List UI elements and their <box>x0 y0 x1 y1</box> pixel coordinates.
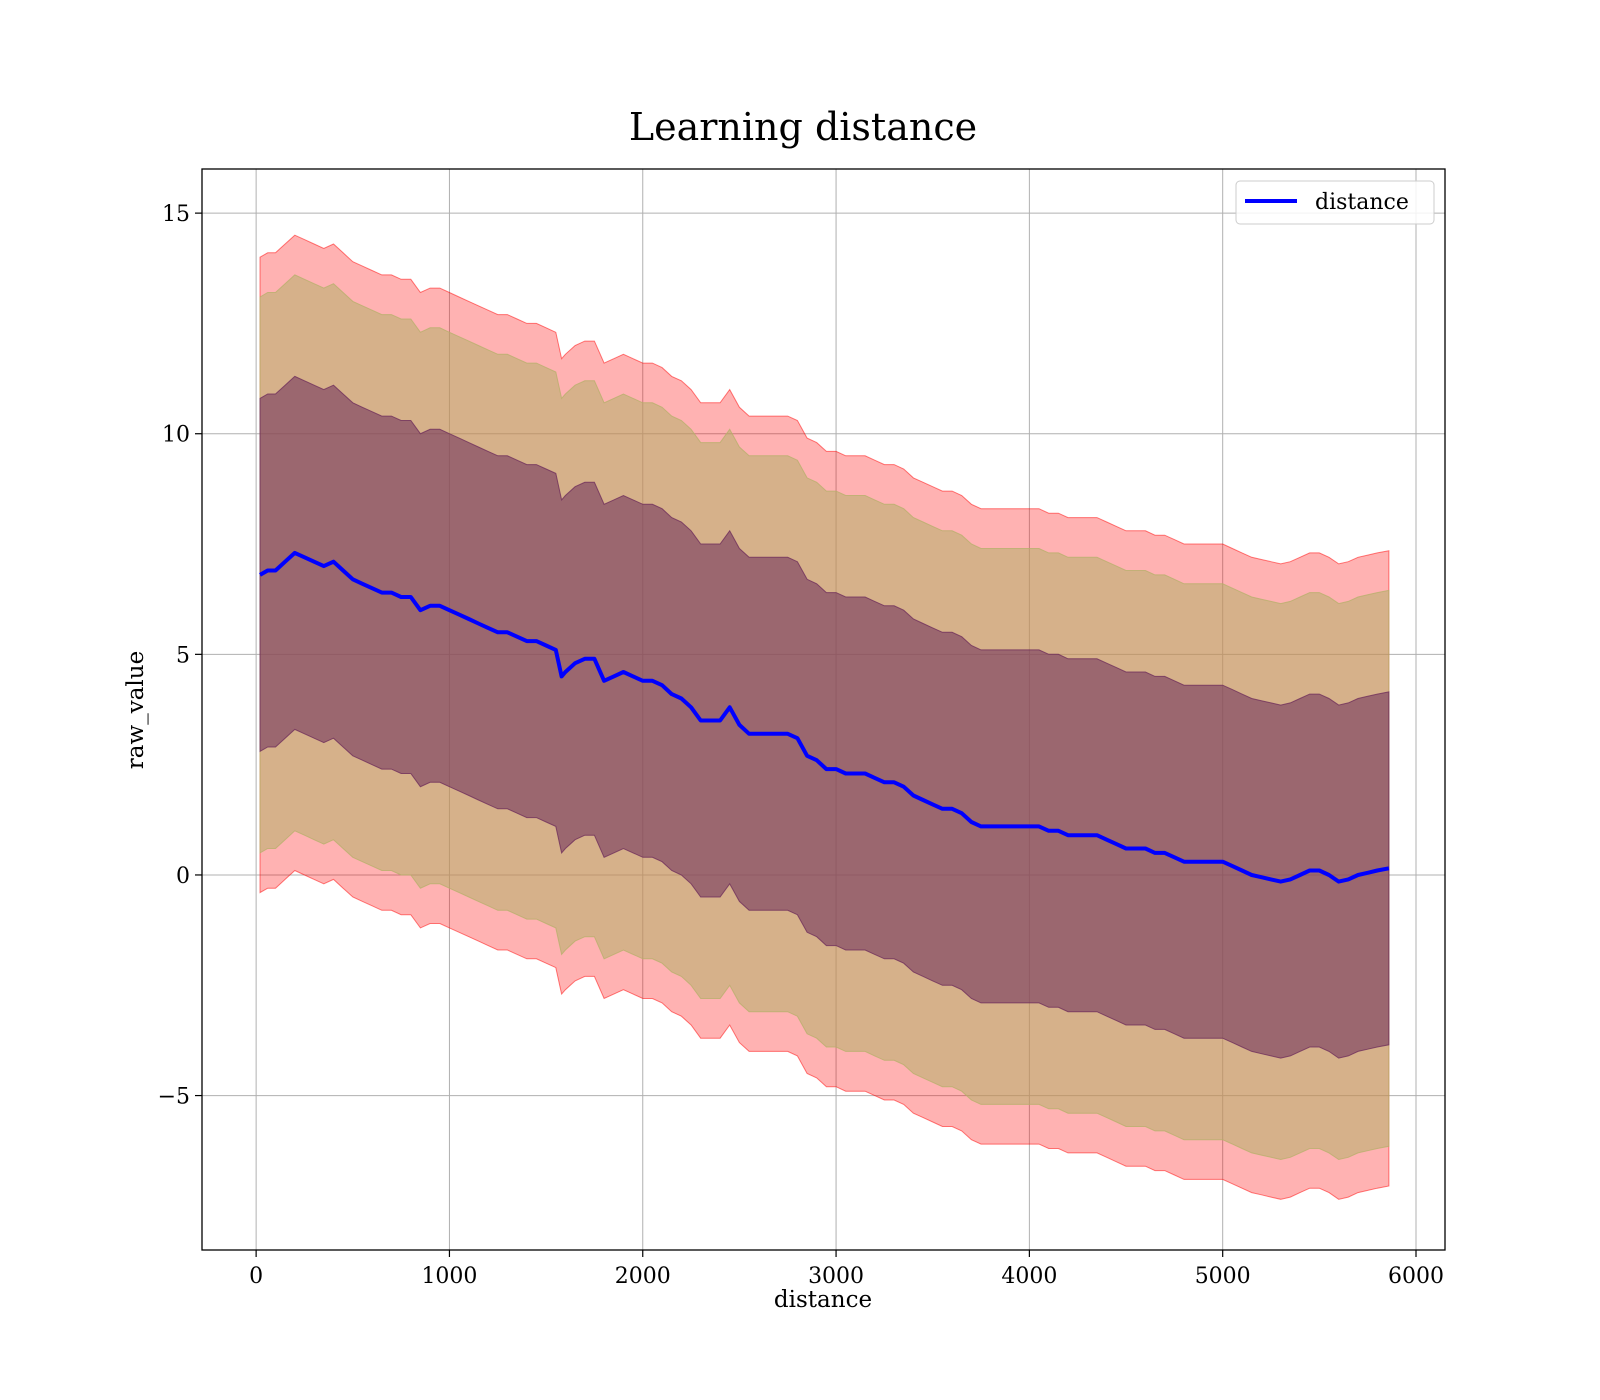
y-axis-ticks: −5 0 5 10 15 <box>158 202 202 1110</box>
y-tick-label: 0 <box>176 864 190 889</box>
legend-label-distance: distance <box>1315 190 1409 215</box>
y-tick-label: 10 <box>162 423 190 448</box>
x-tick-label: 0 <box>249 1264 263 1289</box>
legend: distance <box>1235 180 1435 225</box>
x-tick-label: 2000 <box>615 1264 671 1289</box>
series-line-distance <box>259 550 1390 884</box>
x-axis-ticks: 0 1000 2000 3000 4000 5000 6000 <box>249 1250 1444 1289</box>
series-lines <box>259 550 1390 884</box>
chart-title: Learning distance <box>629 105 977 149</box>
x-tick-label: 4000 <box>1001 1264 1057 1289</box>
y-tick-label: −5 <box>158 1085 190 1110</box>
y-tick-label: 5 <box>176 643 190 668</box>
confidence-bands <box>259 234 1390 1200</box>
y-tick-label: 15 <box>162 202 190 227</box>
x-tick-label: 6000 <box>1388 1264 1444 1289</box>
y-axis-label: raw_value <box>123 651 149 769</box>
legend-box <box>1235 180 1435 225</box>
plot-frame <box>201 168 1446 1251</box>
x-axis-label: distance <box>774 1287 872 1313</box>
band-2 <box>259 375 1390 1059</box>
x-tick-label: 1000 <box>421 1264 477 1289</box>
x-tick-label: 5000 <box>1195 1264 1251 1289</box>
x-tick-label: 3000 <box>808 1264 864 1289</box>
